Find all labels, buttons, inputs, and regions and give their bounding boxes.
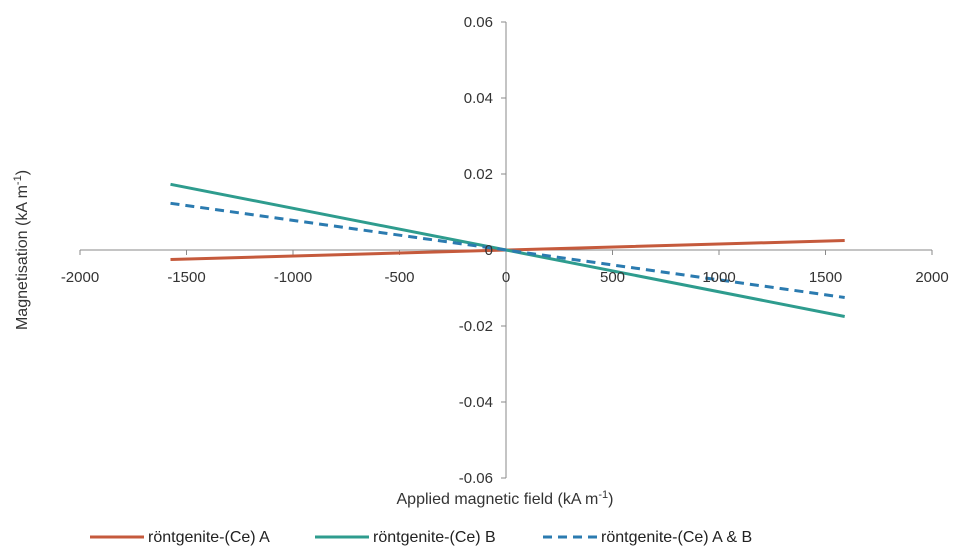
x-tick-label: -1500: [167, 269, 205, 286]
y-tick-label: 0.02: [464, 166, 493, 183]
legend-label-2: röntgenite-(Ce) B: [373, 529, 496, 546]
x-tick-label: 0: [502, 269, 510, 286]
series-group: [170, 182, 845, 318]
y-tick-label: 0: [485, 242, 493, 259]
y-tick-label: -0.06: [459, 470, 493, 487]
legend: röntgenite-(Ce) A röntgenite-(Ce) B röntge…: [90, 529, 752, 546]
y-axis-title: Magnetisation (kA m-1): [12, 170, 31, 330]
x-tick-label: 2000: [915, 269, 948, 286]
x-tick-label: 1500: [809, 269, 842, 286]
series-line-3: [170, 201, 845, 299]
x-tick-label: -1000: [274, 269, 312, 286]
x-tick-label: 1000: [702, 269, 735, 286]
x-tick-label: 500: [600, 269, 625, 286]
legend-label-1: röntgenite-(Ce) A: [148, 529, 270, 546]
x-tick-label: -2000: [61, 269, 99, 286]
tick-labels: -2000 -1500 -1000 -500 0 500 1000 1500 2000 -0.06…: [61, 14, 949, 487]
x-tick-label: -500: [384, 269, 414, 286]
y-tick-label: -0.02: [459, 318, 493, 335]
y-tick-label: 0.04: [464, 90, 493, 107]
y-tick-label: -0.04: [459, 394, 493, 411]
y-tick-label: 0.06: [464, 14, 493, 31]
x-axis-title: Applied magnetic field (kA m-1): [397, 489, 614, 508]
legend-label-3: röntgenite-(Ce) A & B: [601, 529, 752, 546]
